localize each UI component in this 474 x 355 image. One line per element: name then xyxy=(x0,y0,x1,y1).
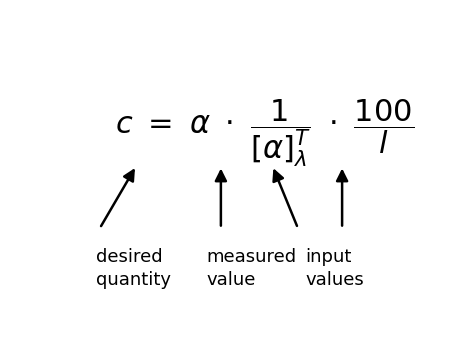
Text: input
values: input values xyxy=(305,248,364,289)
Text: measured
value: measured value xyxy=(206,248,296,289)
Text: $c \ = \ \alpha \ \cdot \ \dfrac{1}{[\alpha]_{\lambda}^{T}} \ \cdot \ \dfrac{100: $c \ = \ \alpha \ \cdot \ \dfrac{1}{[\al… xyxy=(116,97,414,169)
Text: desired
quantity: desired quantity xyxy=(96,248,171,289)
